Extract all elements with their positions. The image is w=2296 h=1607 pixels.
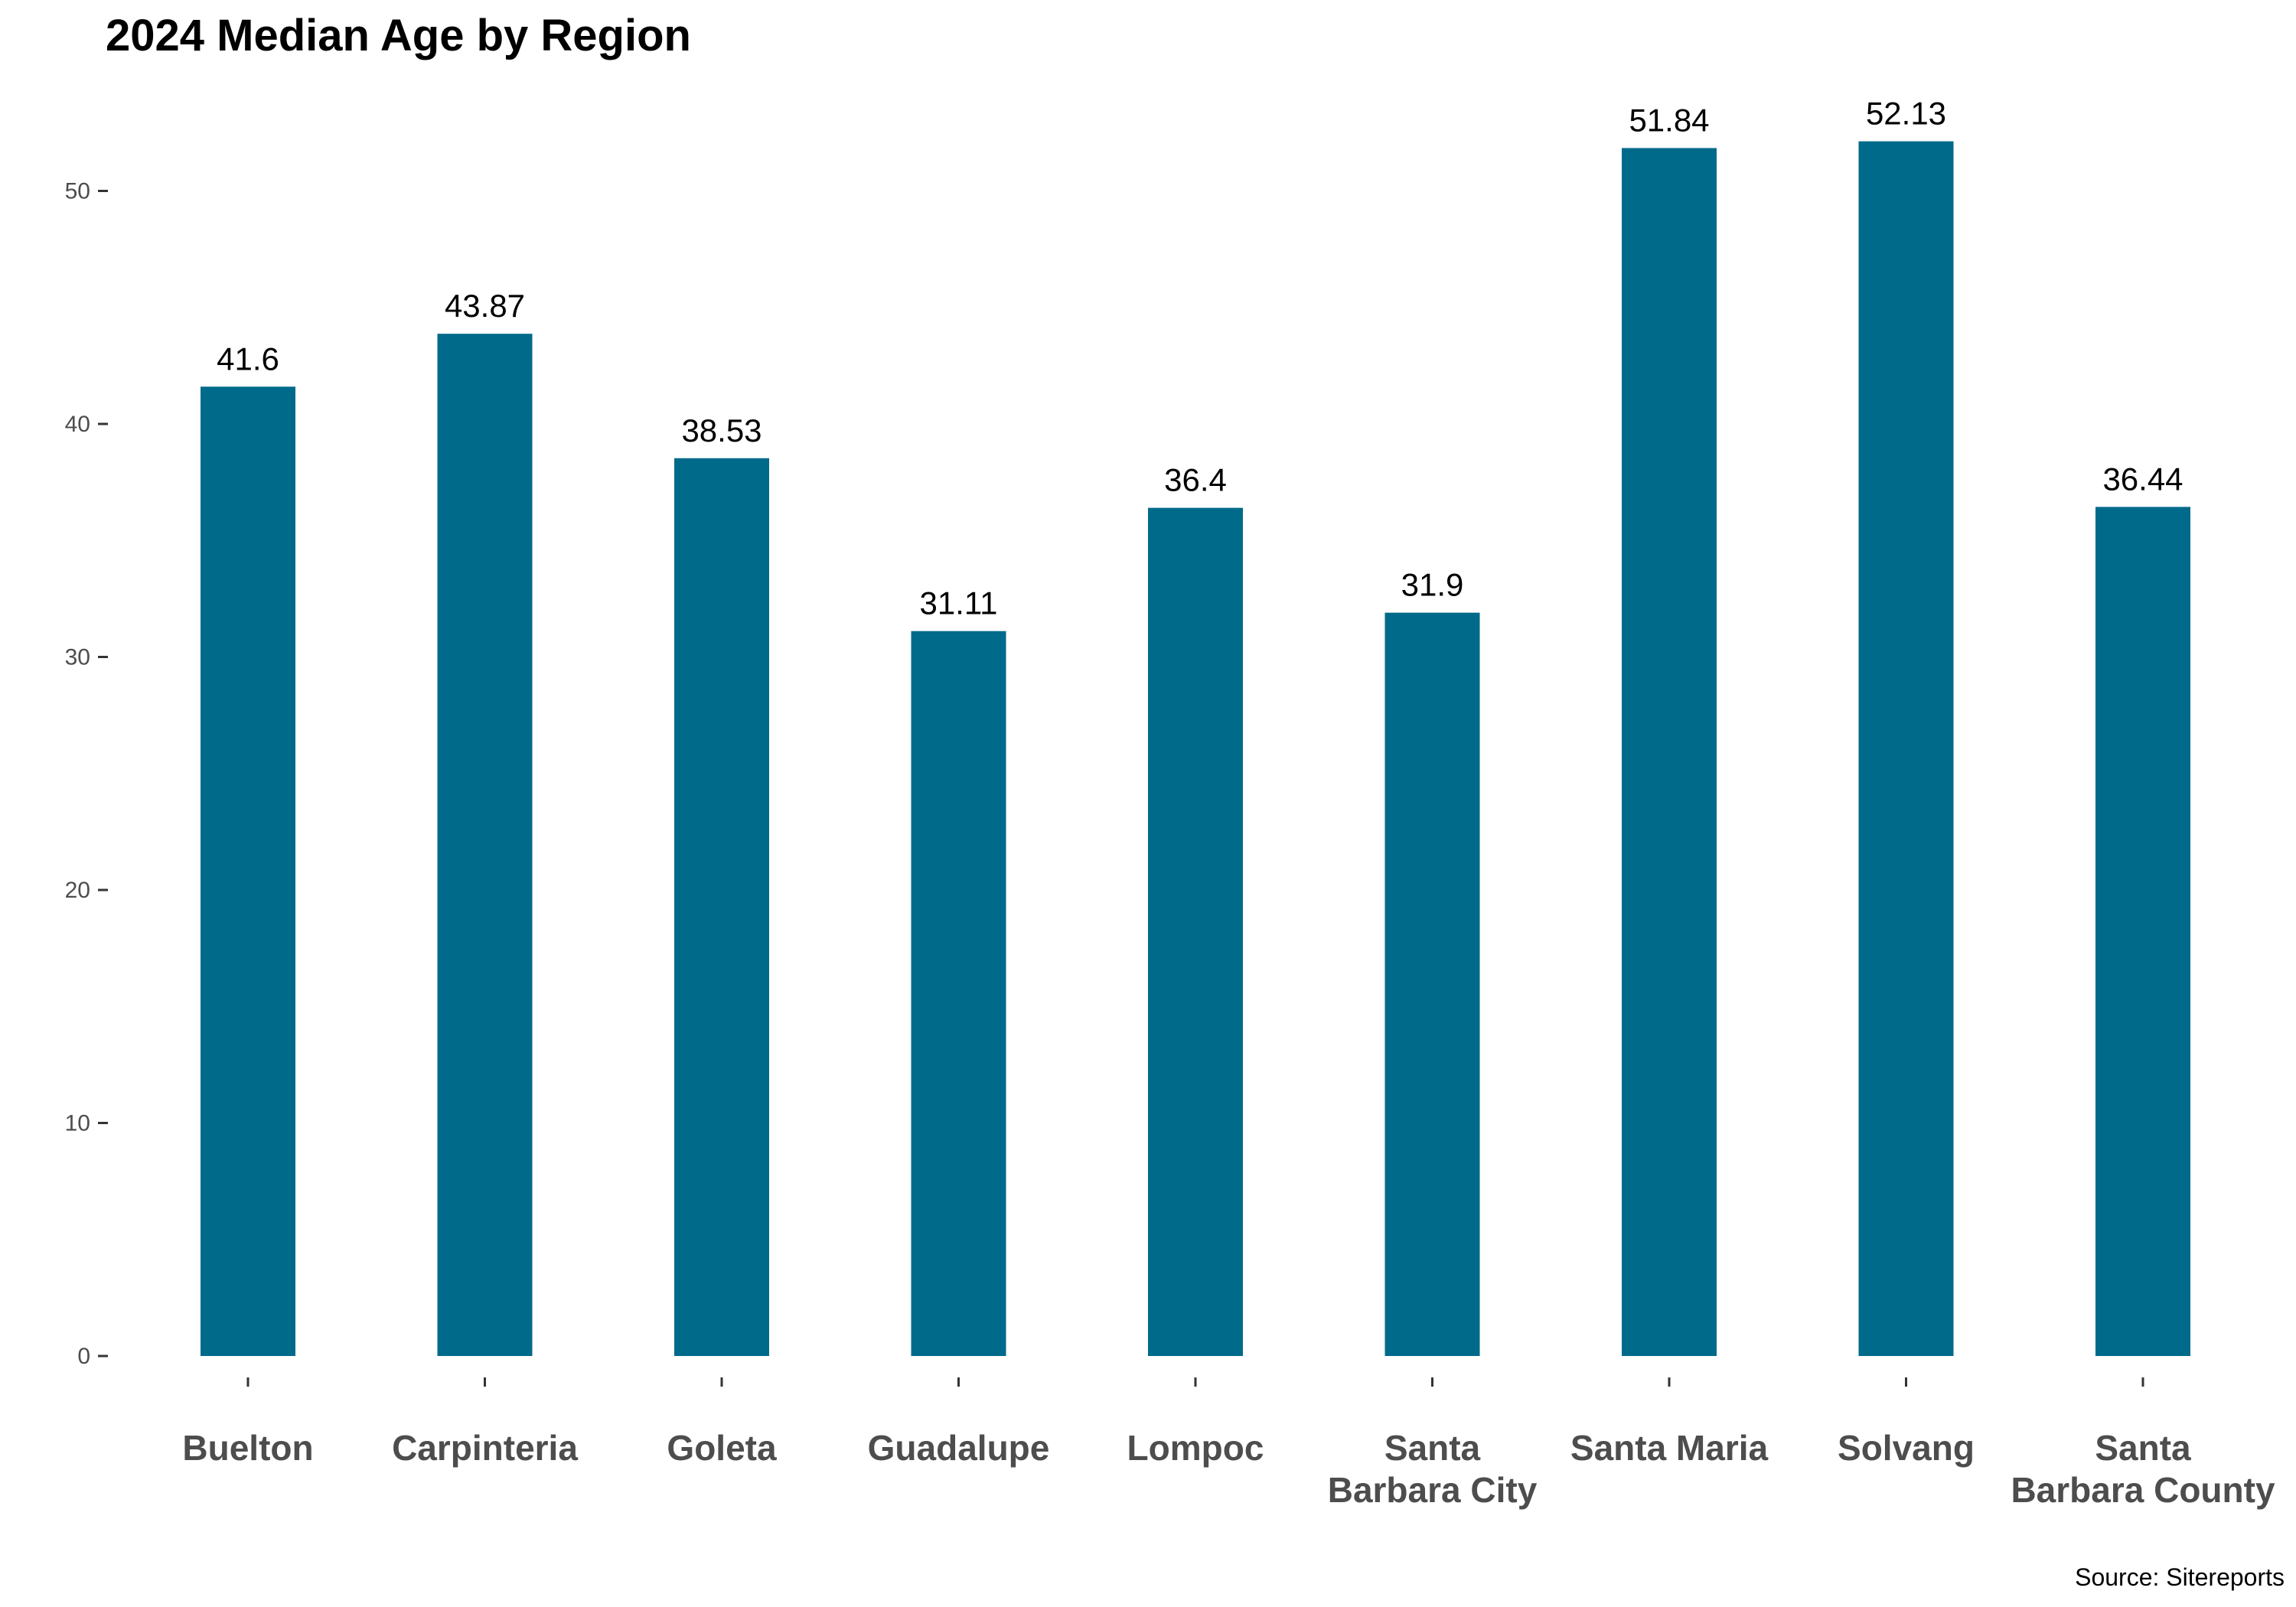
- x-tick-label-line: Solvang: [1838, 1428, 1975, 1468]
- bar: [2095, 507, 2190, 1356]
- y-tick-label: 10: [65, 1111, 90, 1136]
- bar: [437, 334, 533, 1357]
- x-tick-label: Guadalupe: [868, 1428, 1050, 1468]
- bar-value-label: 51.84: [1629, 102, 1709, 138]
- data-labels-group: 41.6 43.87 38.53 31.11 36.4 31.9 51.84 52.13 36.…: [217, 96, 2183, 621]
- x-tick-label-line: Buelton: [182, 1428, 313, 1468]
- y-tick-label: 40: [65, 412, 90, 437]
- chart-title: 2024 Median Age by Region: [106, 11, 691, 60]
- x-tick-label: Goleta: [667, 1428, 777, 1468]
- bar-value-label: 38.53: [681, 412, 762, 448]
- bar: [1622, 148, 1717, 1356]
- bar-value-label: 41.6: [217, 341, 279, 376]
- x-tick-label: Santa Barbara City: [1328, 1428, 1538, 1510]
- x-axis: Buelton Carpinteria Goleta Guadalupe Lompoc S…: [182, 1377, 2275, 1510]
- bar: [1384, 612, 1480, 1356]
- bars-group: [201, 141, 2190, 1357]
- bar: [1858, 141, 1954, 1357]
- bar-value-label: 31.9: [1401, 567, 1464, 603]
- bar-value-label: 36.4: [1164, 462, 1227, 498]
- bar: [911, 631, 1006, 1356]
- x-tick-label-line: Santa: [2095, 1428, 2191, 1468]
- x-tick-label: Santa Barbara County: [2011, 1428, 2275, 1510]
- x-tick-label: Santa Maria: [1570, 1428, 1769, 1468]
- bar-value-label: 36.44: [2102, 461, 2183, 497]
- bar-value-label: 43.87: [445, 288, 525, 324]
- x-tick-label: Solvang: [1838, 1428, 1975, 1468]
- x-tick-label-line: Guadalupe: [868, 1428, 1050, 1468]
- bar: [1148, 507, 1243, 1356]
- y-axis: 0 10 20 30 40 50: [65, 179, 108, 1369]
- y-tick-label: 20: [65, 878, 90, 903]
- bar: [201, 386, 295, 1356]
- x-tick-label-line: Goleta: [667, 1428, 777, 1468]
- x-tick-label: Lompoc: [1127, 1428, 1264, 1468]
- chart-caption: Source: Sitereports: [2075, 1563, 2285, 1591]
- y-tick-label: 0: [77, 1344, 90, 1369]
- y-tick-label: 50: [65, 179, 90, 204]
- x-tick-label-line: Santa Maria: [1570, 1428, 1769, 1468]
- bar: [674, 458, 769, 1356]
- x-tick-label-line: Santa: [1384, 1428, 1481, 1468]
- bar-value-label: 31.11: [920, 585, 998, 621]
- x-tick-label-line: Barbara City: [1328, 1470, 1538, 1510]
- x-tick-label: Buelton: [182, 1428, 313, 1468]
- y-tick-label: 30: [65, 645, 90, 670]
- bar-value-label: 52.13: [1866, 96, 1946, 132]
- x-tick-label-line: Carpinteria: [392, 1428, 578, 1468]
- x-tick-label-line: Barbara County: [2011, 1470, 2275, 1510]
- x-tick-label-line: Lompoc: [1127, 1428, 1264, 1468]
- x-tick-label: Carpinteria: [392, 1428, 578, 1468]
